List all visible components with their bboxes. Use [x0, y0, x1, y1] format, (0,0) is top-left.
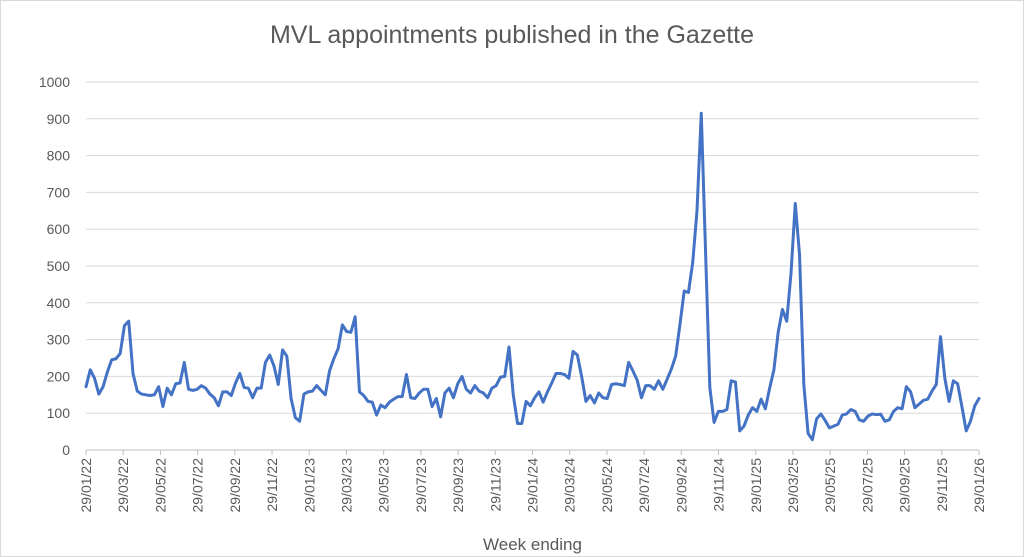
- x-tick-label: 29/11/25: [934, 458, 950, 512]
- x-tick-label: 29/11/23: [487, 458, 503, 512]
- y-tick-label: 300: [47, 332, 71, 348]
- x-tick-label: 29/03/24: [562, 458, 578, 513]
- x-tick-label: 29/01/24: [525, 458, 541, 513]
- y-tick-label: 600: [47, 221, 71, 237]
- x-tick-label: 29/09/24: [673, 458, 689, 513]
- y-tick-label: 900: [47, 111, 71, 127]
- x-tick-label: 29/05/24: [599, 458, 615, 513]
- x-tick-label: 29/11/22: [264, 458, 280, 512]
- x-tick-label: 29/09/25: [897, 458, 913, 513]
- x-tick-label: 29/01/26: [971, 458, 987, 513]
- y-tick-label: 800: [47, 148, 71, 164]
- x-tick-label: 29/07/23: [413, 458, 429, 513]
- x-tick-label: 29/03/23: [338, 458, 354, 513]
- x-tick-label: 29/09/22: [227, 458, 243, 513]
- x-tick-label: 29/05/25: [822, 458, 838, 513]
- x-tick-label: 29/11/24: [711, 458, 727, 512]
- series-line-0: [84, 111, 981, 442]
- x-axis-label: Week ending: [483, 535, 582, 554]
- x-tick-label: 29/05/23: [376, 458, 392, 513]
- chart-title: MVL appointments published in the Gazett…: [269, 21, 755, 49]
- y-tick-label: 400: [47, 295, 71, 311]
- y-tick-label: 200: [47, 368, 71, 384]
- x-tick-label: 29/01/25: [748, 458, 764, 513]
- x-tick-label: 29/03/22: [115, 458, 131, 513]
- x-tick-label: 29/07/22: [190, 458, 206, 513]
- x-tick-label: 29/07/25: [859, 458, 875, 513]
- y-tick-label: 0: [62, 442, 70, 458]
- x-tick-label: 29/03/25: [785, 458, 801, 513]
- x-tick-label: 29/09/23: [450, 458, 466, 513]
- x-tick-label: 29/05/22: [152, 458, 168, 513]
- x-tick-label: 29/01/22: [78, 458, 94, 513]
- y-tick-label: 100: [47, 405, 71, 421]
- x-tick-label: 29/07/24: [636, 458, 652, 513]
- y-tick-label: 1000: [39, 74, 70, 90]
- y-tick-label: 500: [47, 258, 71, 274]
- x-tick-label: 29/01/23: [301, 458, 317, 513]
- y-tick-label: 700: [47, 184, 71, 200]
